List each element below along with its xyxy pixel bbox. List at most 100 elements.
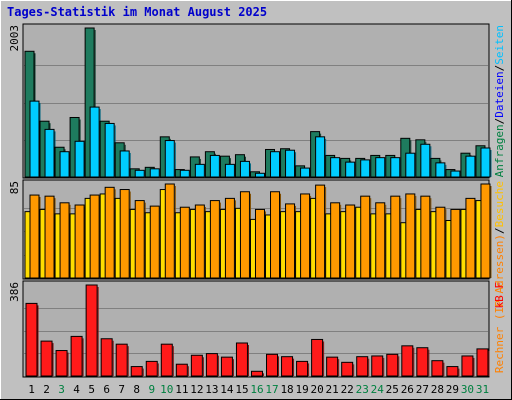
bar-bottom-kb-f xyxy=(281,356,294,377)
bar-top-dateien xyxy=(315,136,326,178)
bar-middle-rechner xyxy=(420,195,431,279)
x-tick-label: 23 xyxy=(356,383,369,396)
bar-top-dateien xyxy=(29,100,40,178)
bar-bottom-kb-f xyxy=(461,355,474,377)
x-tick-label: 2 xyxy=(43,383,50,396)
bar-middle-rechner xyxy=(300,193,311,279)
bar-middle-rechner xyxy=(450,208,461,279)
bar-bottom-kb-f xyxy=(341,361,354,377)
bar-middle-rechner xyxy=(119,189,130,279)
legend-entry: Dateien xyxy=(493,71,506,117)
bar-bottom-kb-f xyxy=(356,356,369,377)
x-tick-label: 1 xyxy=(28,383,35,396)
x-tick-label: 3 xyxy=(58,383,65,396)
bar-bottom-kb-f xyxy=(160,343,173,377)
panel-middle-ymax-label: 85 xyxy=(8,181,21,194)
legend-entry: / xyxy=(493,227,506,234)
bar-bottom-kb-f xyxy=(130,366,143,377)
bar-top-dateien xyxy=(44,128,55,178)
bar-bottom-kb-f xyxy=(190,354,203,377)
bar-middle-rechner xyxy=(480,183,491,279)
x-tick-label: 13 xyxy=(205,383,218,396)
bar-bottom-kb-f xyxy=(175,363,188,377)
bar-bottom-kb-f xyxy=(311,338,324,377)
x-tick-label: 12 xyxy=(190,383,203,396)
bar-middle-rechner xyxy=(435,206,446,279)
legend-entry: kB F xyxy=(493,282,506,309)
bar-middle-rechner xyxy=(465,197,476,279)
bar-bottom-kb-f xyxy=(371,355,384,377)
bar-top-dateien xyxy=(450,170,461,178)
bar-top-dateien xyxy=(270,151,281,178)
bar-top-dateien xyxy=(104,122,115,178)
bar-bottom-kb-f xyxy=(326,356,339,377)
bar-middle-rechner xyxy=(44,195,55,279)
bar-bottom-kb-f xyxy=(115,343,128,377)
bar-bottom-kb-f xyxy=(386,353,399,377)
bar-middle-rechner xyxy=(164,183,175,279)
panel-bottom-legend: kB F xyxy=(493,282,506,309)
bar-top-dateien xyxy=(119,150,130,178)
bar-top-dateien xyxy=(179,169,190,178)
panel-top-legend: Anfragen/Dateien/Seiten xyxy=(493,25,506,177)
x-tick-label: 26 xyxy=(401,383,414,396)
bar-bottom-kb-f xyxy=(220,356,233,377)
bar-middle-rechner xyxy=(330,202,341,279)
panel-bottom-ymax-label: 386 xyxy=(8,282,21,302)
x-tick-label: 28 xyxy=(431,383,444,396)
bar-bottom-kb-f xyxy=(416,347,429,377)
bar-top-dateien xyxy=(149,168,160,178)
bar-middle-rechner xyxy=(59,202,70,279)
x-axis-labels: 1 2 3 4 5 6 7 8 9 10 11 12 13 14 15 16 17 18 19 20 21 22 23 24 2… xyxy=(28,383,489,396)
x-tick-label: 24 xyxy=(371,383,385,396)
x-tick-label: 30 xyxy=(461,383,474,396)
bar-top-dateien xyxy=(74,140,85,178)
bar-bottom-kb-f xyxy=(431,360,444,377)
panel-bottom: 386 kB F xyxy=(8,280,506,378)
bar-top-dateien xyxy=(345,161,356,178)
x-tick-label: 31 xyxy=(476,383,489,396)
bar-middle-rechner xyxy=(375,202,386,279)
bar-top-dateien xyxy=(224,163,235,178)
bar-bottom-kb-f xyxy=(85,284,98,377)
x-tick-label: 25 xyxy=(386,383,399,396)
legend-entry: Anfragen xyxy=(493,124,506,177)
bar-middle-rechner xyxy=(315,184,326,279)
bar-bottom-kb-f xyxy=(55,350,68,377)
panel-middle-legend: Rechner (IP-Adressen)/Besuche xyxy=(493,181,506,373)
bar-top-dateien xyxy=(375,157,386,178)
bar-middle-rechner xyxy=(360,195,371,279)
x-tick-label: 27 xyxy=(416,383,429,396)
bar-middle-rechner xyxy=(285,203,296,279)
panel-middle: 85 Rechner (IP-Adressen)/Besuche xyxy=(8,179,506,373)
legend-entry: / xyxy=(493,118,506,125)
bar-top-dateien xyxy=(465,155,476,178)
x-tick-label: 29 xyxy=(446,383,459,396)
x-tick-label: 14 xyxy=(220,383,234,396)
bar-bottom-kb-f xyxy=(235,342,248,377)
bar-bottom-kb-f xyxy=(250,370,263,377)
bar-middle-rechner xyxy=(134,200,145,279)
bar-middle-rechner xyxy=(149,205,160,279)
bar-top-dateien xyxy=(480,147,491,178)
bar-bottom-kb-f xyxy=(100,338,113,377)
legend-entry: Besuche xyxy=(493,181,506,227)
bar-top-dateien xyxy=(300,167,311,178)
x-tick-label: 15 xyxy=(235,383,248,396)
bar-middle-rechner xyxy=(239,191,250,279)
bar-bottom-kb-f xyxy=(401,345,414,377)
bar-bottom-kb-f xyxy=(25,302,38,377)
bar-middle-rechner xyxy=(390,195,401,279)
bar-middle-rechner xyxy=(194,204,205,279)
bar-top-dateien xyxy=(405,152,416,178)
bar-middle-rechner xyxy=(89,194,100,279)
x-tick-label: 18 xyxy=(280,383,293,396)
bar-bottom-kb-f xyxy=(296,360,309,377)
legend-entry: Seiten xyxy=(493,25,506,65)
bar-top-dateien xyxy=(285,149,296,178)
bar-top-dateien xyxy=(134,169,145,178)
bar-middle-rechner xyxy=(270,191,281,279)
